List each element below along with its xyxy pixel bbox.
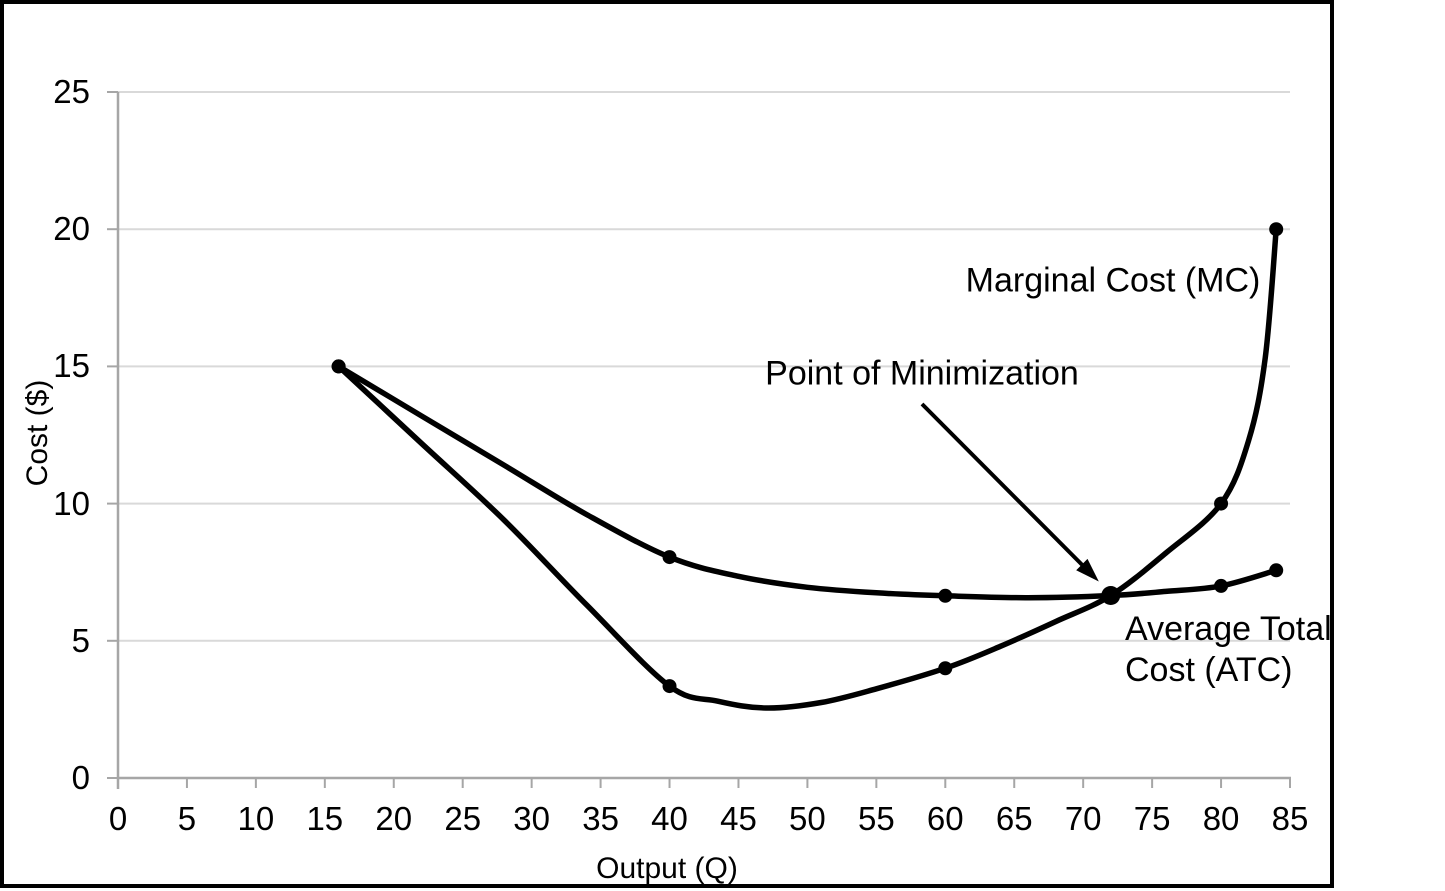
mc-data-point [1269, 222, 1284, 237]
atc-curve [335, 363, 1279, 601]
annotation-arrow-line [920, 402, 1087, 569]
minimization-point [1101, 586, 1121, 606]
atc-data-point [1269, 563, 1284, 578]
atc-data-point [1214, 578, 1229, 593]
atc-data-point [938, 588, 953, 603]
chart-frame [0, 0, 1334, 888]
mc-data-point [662, 679, 677, 694]
mc-curve [335, 226, 1279, 711]
atc-data-point [662, 550, 677, 565]
mc-data-point [1214, 496, 1229, 511]
annotation-arrowhead [1076, 558, 1099, 582]
mc-data-point [938, 661, 953, 676]
atc-data-point [331, 359, 346, 374]
